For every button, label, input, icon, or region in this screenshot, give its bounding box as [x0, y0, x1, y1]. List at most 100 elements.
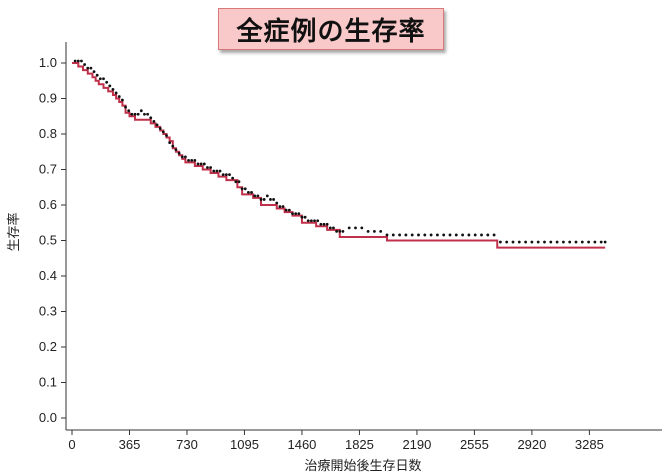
data-point: [587, 240, 590, 244]
data-point: [379, 230, 383, 233]
x-tick-label: 0: [68, 437, 75, 452]
data-point: [580, 240, 584, 244]
axes: 0.0 0.1 0.2 0.3 0.4 0.5 0.6 0.7 0.8 0.9 1.0 0 365 730…: [39, 42, 662, 452]
data-point: [354, 226, 357, 230]
x-tick-label: 2920: [517, 437, 546, 452]
data-point: [328, 226, 332, 230]
data-point: [117, 95, 121, 98]
y-tick-label: 0.8: [39, 126, 57, 141]
data-point: [524, 240, 527, 244]
x-tick-label: 2555: [460, 437, 489, 452]
data-point: [193, 159, 197, 162]
data-point: [121, 98, 124, 102]
data-point: [593, 240, 597, 244]
data-point: [250, 190, 253, 194]
data-point: [152, 119, 156, 123]
data-point: [161, 130, 165, 134]
data-point: [158, 127, 162, 130]
data-point: [278, 205, 282, 208]
data-point: [180, 155, 184, 159]
data-point: [95, 73, 99, 77]
data-point: [423, 233, 427, 237]
data-point: [92, 70, 96, 74]
data-point: [206, 166, 209, 169]
data-point: [76, 59, 80, 63]
data-point: [247, 190, 250, 194]
data-point: [215, 169, 219, 173]
data-point: [499, 240, 502, 244]
y-tick-label: 0.0: [39, 410, 57, 425]
data-point: [218, 169, 222, 173]
data-point: [108, 84, 112, 88]
data-point: [294, 212, 298, 216]
x-tick-label: 2190: [402, 437, 431, 452]
data-point: [398, 233, 401, 237]
data-point: [124, 105, 127, 109]
data-point: [313, 219, 316, 223]
data-point: [155, 123, 159, 127]
data-point: [89, 66, 93, 70]
data-point: [511, 240, 515, 244]
data-point: [127, 109, 131, 113]
data-point: [366, 230, 370, 233]
data-point: [202, 162, 206, 166]
y-tick-label: 0.2: [39, 339, 57, 354]
data-point: [253, 194, 257, 198]
data-point: [303, 215, 307, 219]
data-point: [448, 233, 452, 237]
data-point: [492, 233, 496, 237]
data-point: [143, 112, 146, 116]
data-point: [480, 233, 483, 237]
data-point: [228, 173, 231, 177]
data-point: [454, 233, 458, 237]
data-point: [212, 169, 216, 173]
data-point: [243, 187, 247, 191]
data-point: [256, 194, 260, 198]
data-point: [83, 63, 86, 66]
data-point: [442, 233, 446, 237]
data-point: [287, 208, 291, 212]
data-point: [385, 233, 389, 237]
x-tick-label: 1460: [287, 437, 316, 452]
data-point: [272, 198, 275, 201]
chart-title: 全症例の生存率: [236, 16, 426, 47]
data-point: [86, 66, 90, 70]
data-point: [341, 230, 345, 233]
data-point: [174, 148, 178, 152]
data-point: [549, 240, 553, 244]
data-point: [136, 112, 140, 116]
data-point: [184, 155, 187, 159]
data-point: [209, 166, 213, 169]
data-point: [391, 233, 395, 237]
data-point: [269, 198, 272, 201]
x-tick-label: 730: [176, 437, 198, 452]
data-point: [146, 112, 150, 116]
data-point: [300, 215, 304, 219]
y-tick-label: 0.6: [39, 197, 57, 212]
data-point: [177, 151, 181, 155]
data-point: [360, 226, 364, 230]
data-point: [555, 240, 559, 244]
data-point: [237, 180, 241, 184]
data-point: [325, 222, 329, 226]
y-tick-label: 0.4: [39, 268, 57, 283]
data-point: [319, 222, 323, 226]
data-point: [332, 226, 335, 230]
data-point: [259, 198, 263, 201]
data-point: [275, 201, 279, 205]
data-point: [517, 240, 521, 244]
data-point: [603, 240, 607, 244]
data-point: [231, 176, 235, 180]
survival-step-line: [72, 62, 606, 249]
x-tick-label: 3285: [575, 437, 604, 452]
y-tick-label: 0.5: [39, 233, 57, 248]
step-line-layer: [72, 62, 606, 249]
data-point: [373, 230, 376, 233]
data-point: [171, 144, 175, 148]
data-point: [234, 180, 238, 184]
data-point: [224, 173, 228, 177]
data-point: [111, 88, 115, 91]
data-point: [284, 208, 288, 212]
data-point: [347, 226, 351, 230]
